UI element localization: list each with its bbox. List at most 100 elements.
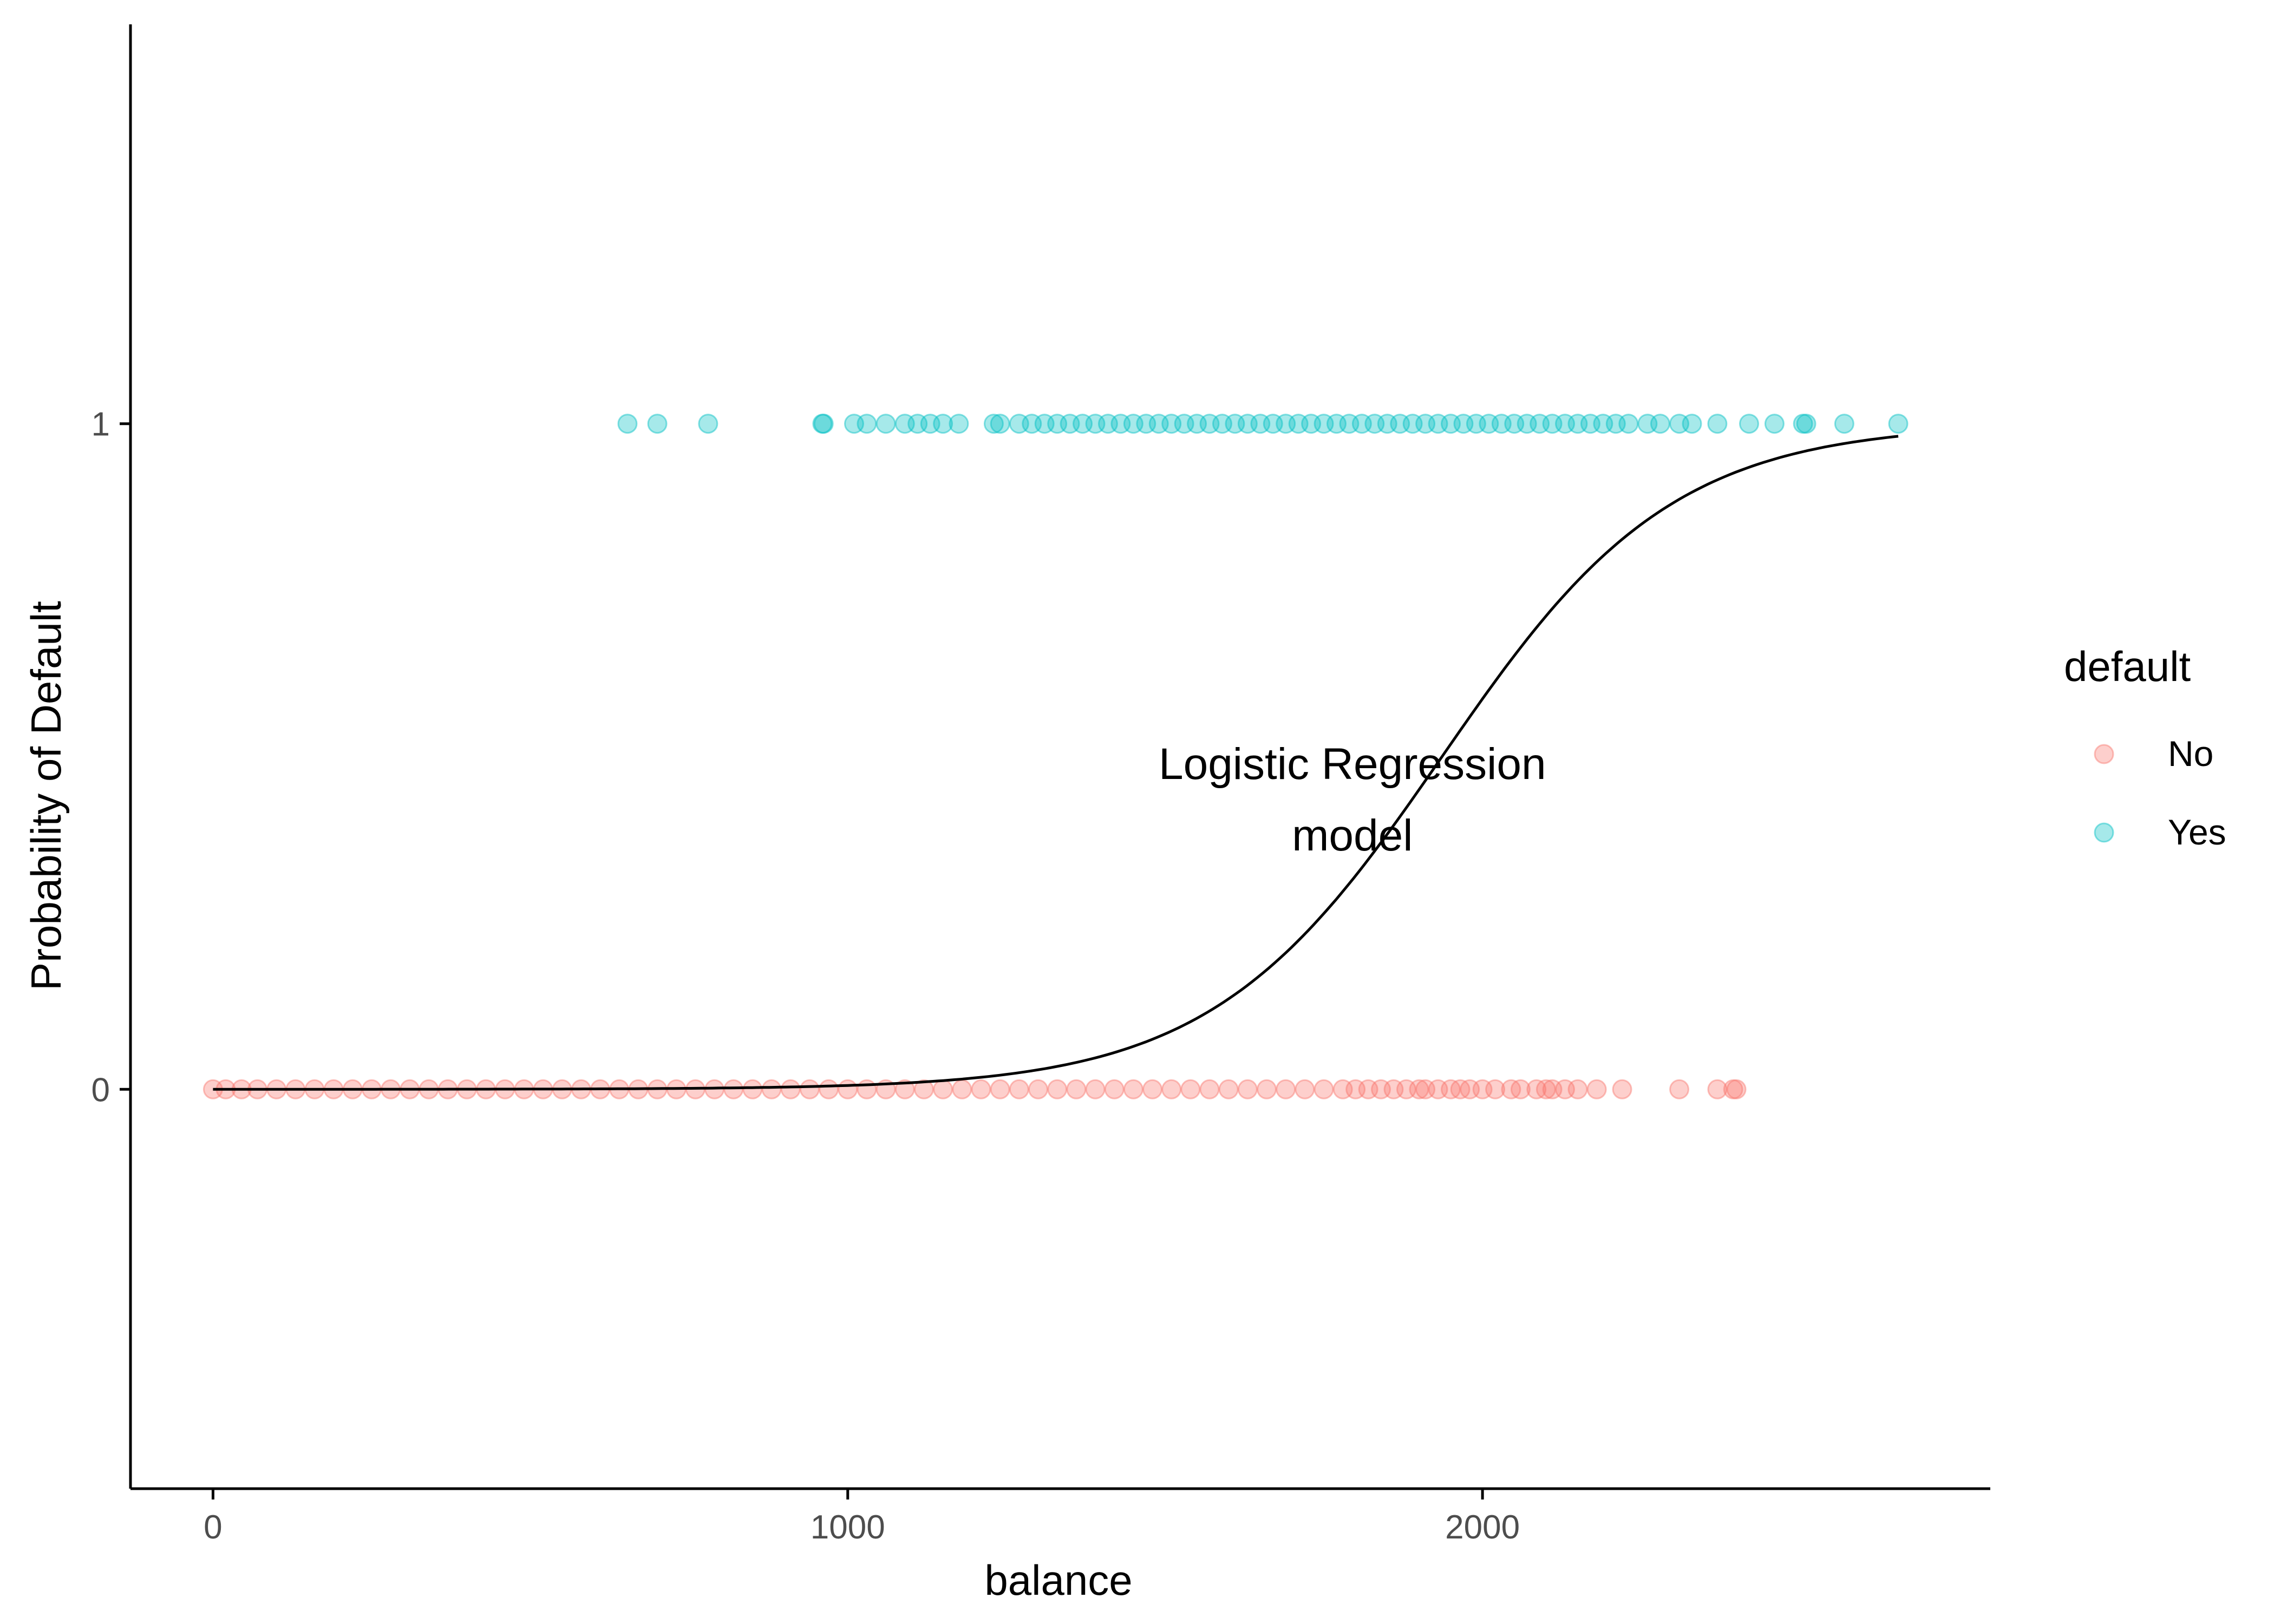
data-point-yes (844, 414, 864, 434)
data-point-yes (1009, 414, 1029, 434)
data-point-yes (1618, 414, 1639, 434)
x-tick-label: 1000 (811, 1509, 885, 1546)
data-point-no (913, 1079, 934, 1099)
data-point-no (1555, 1079, 1576, 1099)
data-point-yes (1034, 414, 1055, 434)
data-point-yes (813, 414, 834, 434)
data-point-no (1669, 1079, 1690, 1099)
data-point-no (1180, 1079, 1201, 1099)
data-point-yes (1428, 414, 1448, 434)
data-point-yes (1793, 414, 1813, 434)
data-point-no (1396, 1079, 1416, 1099)
data-point-yes (1479, 414, 1499, 434)
data-point-no (1586, 1079, 1607, 1099)
data-point-yes (1301, 414, 1322, 434)
data-point-no (780, 1079, 801, 1099)
data-point-no (1485, 1079, 1506, 1099)
data-point-no (1199, 1079, 1220, 1099)
data-point-no (1567, 1079, 1588, 1099)
data-point-no (1085, 1079, 1106, 1099)
data-point-yes (1060, 414, 1080, 434)
data-point-yes (1567, 414, 1588, 434)
data-point-yes (1453, 414, 1474, 434)
data-point-yes (949, 414, 969, 434)
data-point-no (1428, 1079, 1448, 1099)
data-point-yes (617, 414, 638, 434)
data-point-yes (1542, 414, 1563, 434)
data-point-no (1066, 1079, 1087, 1099)
data-point-no (1409, 1079, 1429, 1099)
data-point-yes (1377, 414, 1397, 434)
data-point-yes (894, 414, 915, 434)
data-point-yes (1555, 414, 1576, 434)
data-point-no (1726, 1079, 1747, 1099)
data-point-yes (1110, 414, 1131, 434)
data-point-yes (1288, 414, 1309, 434)
data-point-yes (1136, 414, 1156, 434)
annotation-line-2: model (1292, 811, 1413, 860)
data-point-yes (1530, 414, 1550, 434)
x-tick-label: 0 (204, 1509, 222, 1546)
data-point-no (1295, 1079, 1315, 1099)
data-point-yes (1225, 414, 1245, 434)
data-point-no (1612, 1079, 1632, 1099)
data-point-no (761, 1079, 782, 1099)
data-point-yes (1237, 414, 1258, 434)
data-point-yes (1250, 414, 1271, 434)
data-point-yes (983, 414, 1004, 434)
data-point-yes (1669, 414, 1690, 434)
data-point-no (1314, 1079, 1334, 1099)
data-point-no (1142, 1079, 1162, 1099)
data-point-no (1358, 1079, 1378, 1099)
data-point-yes (1650, 414, 1670, 434)
data-point-no (933, 1079, 953, 1099)
data-point-yes (1351, 414, 1372, 434)
data-point-no (990, 1079, 1010, 1099)
legend-key-yes (2094, 822, 2114, 843)
data-point-yes (1364, 414, 1385, 434)
data-point-yes (920, 414, 940, 434)
data-point-no (1501, 1079, 1521, 1099)
data-point-yes (875, 414, 896, 434)
data-point-yes (1263, 414, 1283, 434)
data-point-no (1383, 1079, 1404, 1099)
data-point-yes (1491, 414, 1512, 434)
y-tick-label: 0 (92, 1071, 110, 1109)
data-point-no (1460, 1079, 1480, 1099)
data-point-yes (1415, 414, 1436, 434)
data-point-yes (1637, 414, 1658, 434)
data-point-no (723, 1079, 744, 1099)
data-point-yes (1402, 414, 1423, 434)
data-point-yes (1834, 414, 1854, 434)
data-point-yes (1174, 414, 1194, 434)
data-point-yes (1517, 414, 1537, 434)
data-point-yes (1123, 414, 1143, 434)
data-point-yes (1764, 414, 1785, 434)
data-point-no (952, 1079, 972, 1099)
data-point-yes (1085, 414, 1106, 434)
legend-label-yes: Yes (2168, 812, 2226, 852)
data-point-no (1332, 1079, 1353, 1099)
data-point-yes (990, 414, 1010, 434)
legend-label-no: No (2168, 734, 2213, 774)
data-point-no (1450, 1079, 1471, 1099)
data-point-no (1104, 1079, 1125, 1099)
data-point-no (1123, 1079, 1143, 1099)
data-point-yes (1339, 414, 1360, 434)
data-point-yes (1212, 414, 1232, 434)
data-point-no (1276, 1079, 1296, 1099)
data-point-yes (1605, 414, 1626, 434)
data-point-yes (1047, 414, 1068, 434)
data-point-yes (1326, 414, 1347, 434)
data-point-yes (1161, 414, 1182, 434)
legend: default No Yes (2064, 643, 2226, 852)
data-point-no (1371, 1079, 1391, 1099)
data-point-no (742, 1079, 763, 1099)
legend-key-no (2094, 744, 2114, 764)
data-point-no (1707, 1079, 1728, 1099)
data-point-no (1047, 1079, 1068, 1099)
data-point-no (1028, 1079, 1048, 1099)
data-point-yes (1097, 414, 1118, 434)
data-point-yes (1276, 414, 1296, 434)
data-point-yes (647, 414, 668, 434)
